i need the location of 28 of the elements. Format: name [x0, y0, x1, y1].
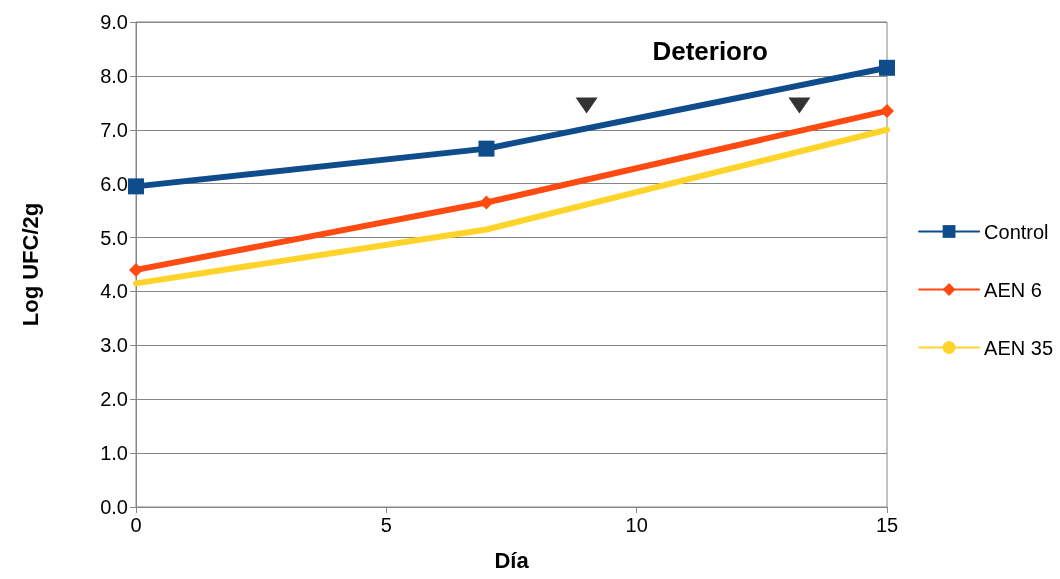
y-tick-label: 7.0	[100, 118, 128, 141]
y-tick-label: 9.0	[100, 11, 128, 33]
x-tick-label: 5	[380, 514, 392, 536]
point	[788, 97, 811, 114]
y-tick-label: 8.0	[100, 64, 128, 87]
point	[128, 178, 144, 195]
point	[129, 262, 143, 277]
y-tick-label: 1.0	[100, 442, 128, 465]
x-tick-label: 15	[875, 514, 899, 536]
x-axis-title: Día	[494, 547, 530, 573]
y-tick-label: 2.0	[100, 388, 128, 411]
legend-label: AEN 35	[984, 336, 1054, 359]
point	[478, 140, 495, 157]
y-tick-label: 3.0	[100, 334, 128, 357]
y-tick-label: 6.0	[100, 172, 128, 195]
y-tick-label: 4.0	[100, 280, 128, 303]
x-tick-label: 10	[625, 514, 648, 536]
point	[879, 59, 895, 76]
y-axis-title: Log UFC/2g	[17, 202, 43, 327]
point	[575, 97, 598, 114]
point	[479, 195, 494, 210]
annotation: Deterioro	[652, 36, 768, 66]
legend-label: Control	[984, 220, 1049, 243]
y-tick-label: 0.0	[100, 496, 128, 518]
point	[880, 103, 894, 118]
x-tick-label: 0	[130, 514, 142, 536]
y-tick-label: 5.0	[100, 226, 128, 249]
legend-label: AEN 6	[984, 278, 1042, 301]
